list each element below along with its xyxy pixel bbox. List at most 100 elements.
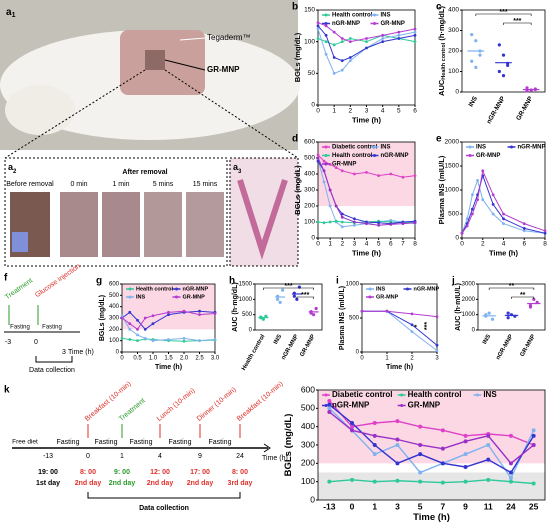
arrowhead [263,443,271,453]
x-tick-label: 7 [440,501,445,511]
x-tick-label: 2 [340,241,344,248]
data-point [463,433,468,438]
data-point [410,330,414,333]
data-point [324,24,328,28]
x-tick-label: INS [468,95,480,108]
data-point [435,315,439,319]
legend-label: Diabetic control [332,390,392,399]
data-point [377,174,381,178]
data-point [465,224,469,228]
bracket [475,13,532,16]
bracket [503,22,532,25]
x-tick-label: 5 [418,501,423,511]
x-tick-label: 3 [395,501,400,511]
panel-label: c [436,2,442,13]
y-label-main: BGLs (mg/dL) [283,414,294,477]
zoom-line [164,69,299,159]
data-point [478,49,482,53]
significance: *** [513,18,521,25]
series-line [328,400,534,446]
data-point [332,71,336,75]
y-tick-label: 1000 [445,187,460,194]
data-point [491,212,495,216]
data-point [324,52,328,56]
data-point [316,220,320,224]
data-point [418,424,423,429]
data-point [332,56,336,59]
data-point [213,338,217,341]
y-label-sub: Health control [441,42,447,79]
chart: d 0 100 200 300 400 500 600 0 1 2 3 4 5 6 7 8 Time (h) BGL… [292,134,417,258]
legend-marker [373,154,376,157]
plot-frame [254,283,323,331]
chart: i 0 500 1000 0 1 2 3 Time (h) Plasma INS (mIU/L) I… [336,276,439,371]
legend-label: GR-MNP [183,294,206,300]
y-tick-label: 3000 [462,282,476,288]
y-label-main: AUC (h·mg/dL) [232,282,239,331]
x-tick-label: 2 [349,108,353,115]
data-point [395,419,400,424]
arrow [8,305,39,325]
data-point [322,169,326,173]
data-point [334,204,338,208]
day: 2nd day [147,480,174,487]
clock: 17: 00 [190,469,210,476]
tick: -13 [43,453,53,460]
timeline-k: k Free diet Fasting Fasting Fasting Fast… [4,381,288,512]
legend-label: INS [381,145,391,151]
data-point [340,169,344,173]
data-point [413,30,417,34]
x-tick-label: 1 [332,108,336,115]
data-point [508,461,513,466]
data-point [334,166,338,170]
legend-label: nGR-MNP [381,153,409,159]
tick: 4 [158,453,162,460]
event: Glucose injection [34,263,82,299]
legend-label: GR-MNP [332,162,356,168]
event: Lunch (10-min) [156,387,197,423]
x-tick-label: 5 [397,108,401,115]
data-point [276,294,280,298]
data-point [435,343,439,347]
y-tick-label: 0 [116,350,120,356]
data-point [322,159,326,163]
significance: ** [509,283,515,290]
data-point [340,59,344,63]
data-point [278,300,282,304]
clock: 8: 00 [80,469,96,476]
data-point [476,198,479,202]
data-point [328,220,332,224]
data-point [413,33,417,37]
series-line [328,411,535,465]
data-point [463,452,468,457]
data-point [522,229,526,233]
phase: Free diet [12,439,38,446]
y-tick-label: 1500 [445,163,460,170]
data-point [532,297,536,301]
data-point [143,316,147,320]
data-point [525,86,529,90]
y-tick-label: 1000 [239,297,253,303]
data-point [531,428,536,433]
data-point [476,179,479,182]
data-point [463,439,468,444]
plot-frame [477,283,546,331]
panel-label: a2 [8,162,17,174]
data-point [502,222,505,226]
y-label-main: Plasma INS (mIU/L) [339,286,346,350]
legend-label: nGR-MNP [518,145,546,151]
chart: 0 100 200 300 400 500 600 -13 0 1 3 5 7 9 11 24 25 Time (… [283,384,546,523]
legend-label: Diabetic control [332,145,378,151]
data-point [316,156,320,160]
x-tick-label: 6 [389,241,393,248]
sub: 3 [238,169,242,175]
data-point [167,313,170,316]
x-tick-label: 3.0 [211,356,220,362]
data-point [397,33,401,37]
image [144,192,182,257]
data-point [136,318,139,322]
y-tick-label: 300 [301,439,315,449]
x-tick-label: Health control [241,334,267,372]
data-point [372,421,377,425]
data-point [381,37,385,40]
